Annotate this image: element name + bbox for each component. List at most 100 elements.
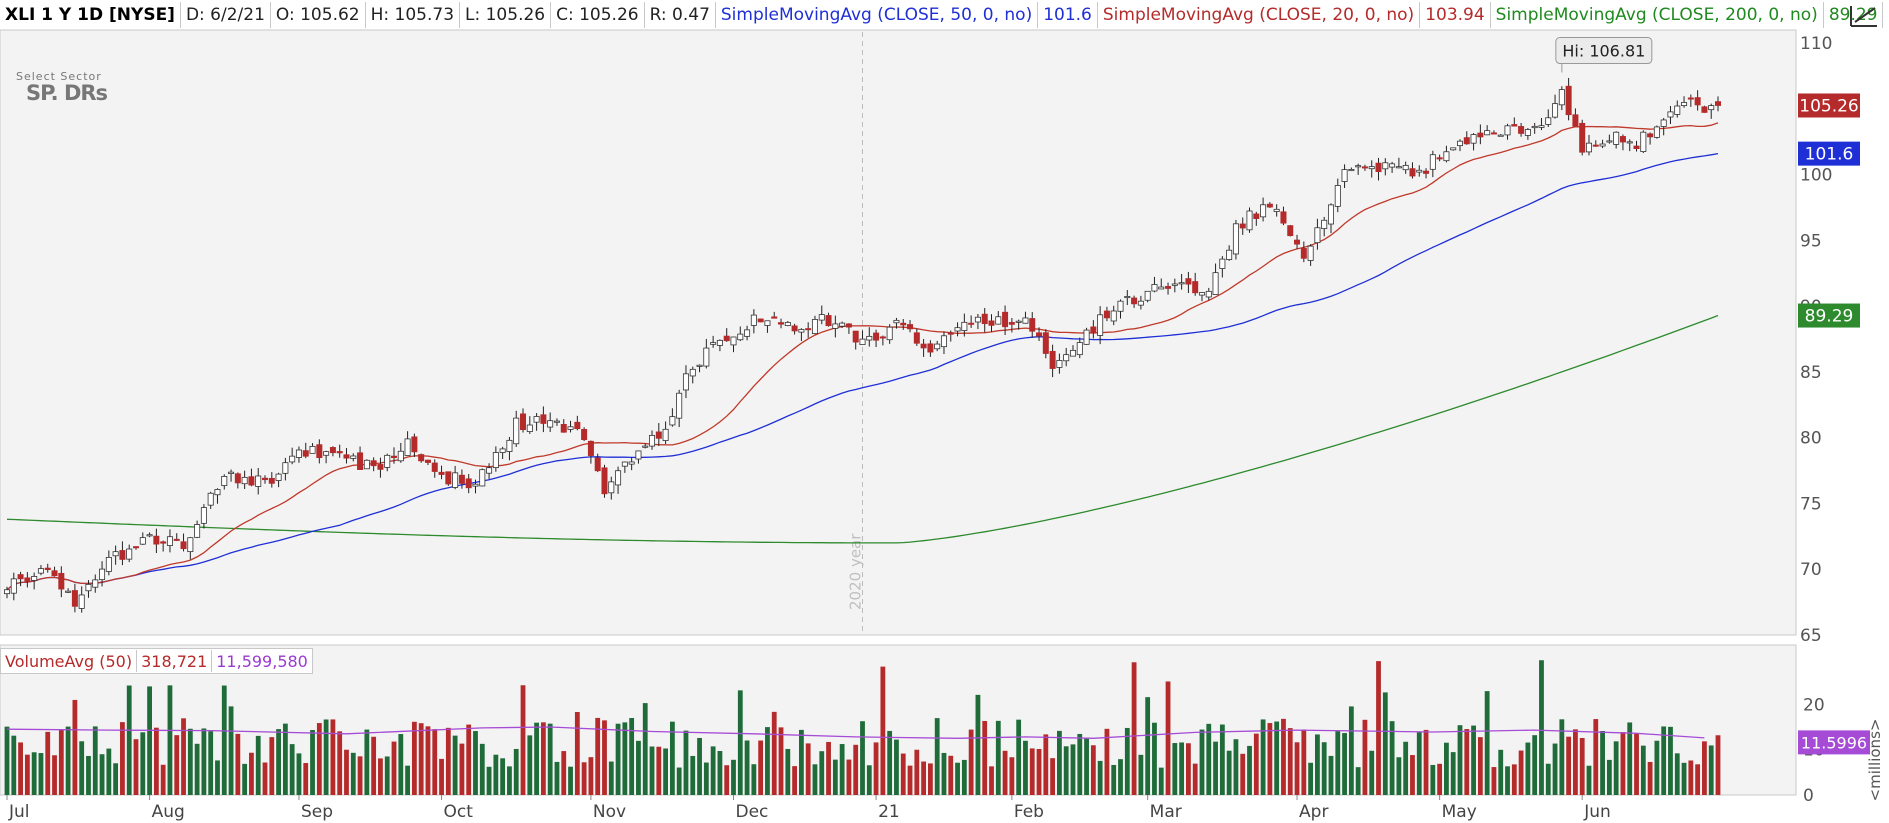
candle-up (200, 507, 207, 524)
volume-bar (1681, 762, 1687, 795)
volume-bar (520, 685, 526, 795)
volume-bar (235, 733, 241, 795)
volume-study-label[interactable]: VolumeAvg (50) (1, 650, 138, 672)
volume-bar (507, 766, 512, 795)
volume-bar (1172, 743, 1178, 795)
candle-up (798, 329, 805, 333)
price-tag-text: 101.6 (1805, 145, 1854, 165)
sma50-study-label[interactable]: SimpleMovingAvg (CLOSE, 50, 0, no) (716, 2, 1039, 28)
candle-down (377, 464, 384, 470)
candle-up (105, 556, 112, 572)
candle-up (710, 342, 717, 345)
volume-bar (24, 754, 30, 795)
candle-up (1056, 360, 1063, 368)
candle-up (1341, 169, 1348, 182)
volume-bar (941, 752, 947, 795)
candle-up (553, 420, 560, 423)
volume-bar (391, 741, 397, 795)
candle-down (24, 577, 31, 582)
candle-down (119, 550, 126, 560)
volume-bar (669, 721, 675, 795)
volume-bar (880, 666, 886, 795)
candle-up (635, 450, 642, 460)
candle-down (133, 546, 140, 549)
candle-up (730, 336, 737, 346)
volume-bar (1491, 767, 1497, 795)
candle-up (384, 454, 391, 468)
price-tag-text: 105.26 (1799, 96, 1858, 116)
volume-bar (778, 727, 784, 795)
volume-avg-value: 11,599,580 (216, 651, 308, 671)
volume-bar (174, 735, 180, 795)
volume-bar (629, 718, 635, 795)
candle-down (947, 332, 954, 335)
volume-bar (242, 763, 248, 795)
sma20-study-label[interactable]: SimpleMovingAvg (CLOSE, 20, 0, no) (1098, 2, 1421, 28)
candle-down (581, 428, 588, 441)
drawing-tool-icon[interactable] (1847, 2, 1881, 30)
volume-bar (255, 735, 261, 795)
volume-bar (282, 723, 288, 795)
volume-bar (554, 761, 560, 795)
volume-bar (473, 731, 478, 795)
candle-up (1212, 272, 1219, 296)
low-readout: L: 105.26 (460, 2, 552, 28)
sma200-value: 89.29 (1824, 2, 1884, 28)
candle-up (255, 475, 262, 487)
candle-up (703, 347, 710, 367)
volume-bar (1444, 742, 1449, 795)
volume-bar (1247, 745, 1252, 795)
candle-up (961, 321, 968, 331)
volume-bar (982, 720, 988, 795)
volume-bar (1355, 767, 1361, 795)
candle-up (669, 416, 676, 426)
symbol-label[interactable]: XLI 1 Y 1D [NYSE] (0, 2, 181, 28)
volume-bar (751, 764, 757, 795)
candle-down (900, 322, 907, 326)
logo-line2: SP. DRs (26, 81, 108, 105)
volume-bar (405, 765, 410, 795)
candle-down (825, 315, 832, 327)
sma200-line (6, 314, 1719, 544)
volume-bar (948, 755, 954, 795)
volume-bar (581, 762, 587, 795)
volume-bar (425, 726, 431, 795)
volume-avg-line (6, 726, 1705, 739)
sma50-path (6, 152, 1719, 591)
candle-down (723, 335, 730, 342)
candle-up (492, 452, 499, 468)
volume-bar (1179, 742, 1185, 795)
volume-bar (873, 742, 879, 795)
volume-bar (1702, 741, 1707, 795)
candle-up (1674, 105, 1681, 115)
candle-up (404, 438, 411, 456)
volume-bar (968, 729, 974, 795)
candle-up (1450, 147, 1457, 151)
candle-up (499, 448, 506, 453)
volume-bar (120, 722, 125, 795)
candle-up (1124, 296, 1131, 299)
volume-bar (208, 731, 214, 795)
candle-down (248, 476, 255, 486)
volume-bar (1023, 740, 1028, 795)
volume-bar (1016, 719, 1022, 795)
volume-bar (921, 761, 927, 795)
candle-up (1524, 129, 1531, 136)
candle-down (160, 541, 167, 544)
volume-bar (1464, 729, 1470, 795)
volume-bar (615, 723, 621, 795)
logo-line1: Select Sector (16, 70, 102, 83)
candle-up (472, 483, 479, 487)
volume-bar (38, 753, 44, 795)
volume-bar (1640, 745, 1646, 795)
candle-up (1545, 117, 1552, 125)
candle-up (1626, 141, 1633, 144)
volume-bar (608, 761, 614, 795)
candle-down (907, 324, 914, 330)
volume-header: VolumeAvg (50) 318,721 11,599,580 (0, 648, 313, 674)
sma50-line (6, 152, 1719, 591)
volume-bar (31, 752, 37, 795)
candle-up (1606, 140, 1613, 143)
sma200-study-label[interactable]: SimpleMovingAvg (CLOSE, 200, 0, no) (1491, 2, 1824, 28)
